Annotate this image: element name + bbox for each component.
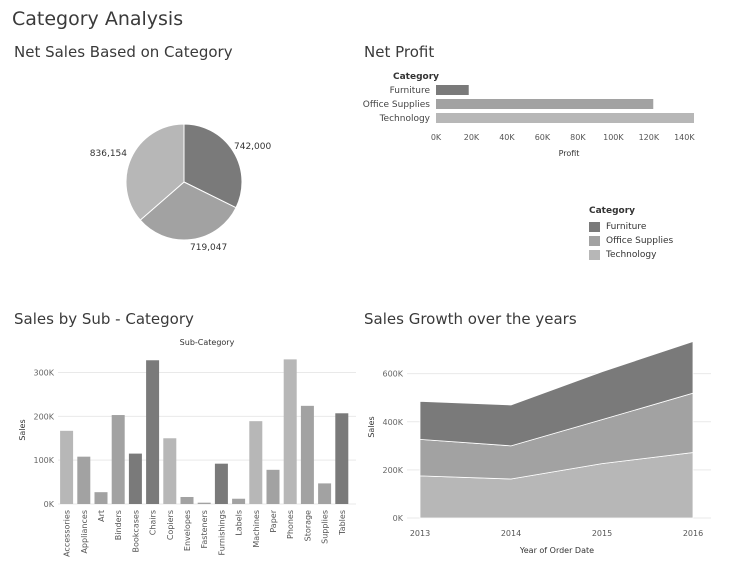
pie-slice-technology	[125, 123, 185, 221]
sub-x-tick-label: Storage	[303, 510, 312, 541]
sub-x-tick-label: Labels	[235, 510, 244, 536]
growth-y-axis-label: Sales	[367, 416, 376, 437]
legend-swatch	[589, 250, 600, 260]
growth-y-tick-label: 600K	[382, 370, 403, 379]
sub-x-tick-label: Paper	[269, 509, 278, 532]
legend-swatch	[589, 222, 600, 232]
profit-bar-technology	[436, 113, 694, 123]
sub-y-axis-label: Sales	[18, 419, 27, 440]
sales-growth-area-chart: 0K 200K 400K 600K Sales 2013 2014 2015 2016 Year …	[367, 340, 711, 555]
sub-x-tick-label: Art	[97, 510, 106, 522]
pie-slice-furniture	[183, 123, 243, 209]
sub-bar-appliances	[77, 456, 91, 504]
sub-x-tick-label: Appliances	[80, 510, 89, 554]
sub-y-tick-label: 0K	[44, 500, 55, 509]
growth-y-tick-label: 200K	[382, 466, 403, 475]
profit-category-label: Technology	[379, 114, 431, 124]
sub-x-tick-label: Machines	[252, 510, 261, 548]
dashboard-title: Category Analysis	[12, 8, 184, 30]
growth-area-furniture	[419, 340, 694, 447]
sub-bar-art	[94, 492, 108, 504]
sub-bar-machines	[249, 421, 263, 504]
legend-title: Category	[589, 206, 636, 216]
profit-x-tick-label: 60K	[535, 133, 551, 142]
sub-bar-labels	[232, 498, 246, 504]
sub-x-tick-label: Furnishings	[217, 510, 226, 555]
net-sales-title: Net Sales Based on Category	[14, 43, 233, 61]
legend-item-furniture[interactable]: Furniture	[589, 220, 673, 234]
sub-bar-binders	[111, 415, 125, 504]
sub-bar-furnishings	[214, 463, 228, 504]
pie-slice-label: 742,000	[234, 142, 271, 152]
profit-x-tick-label: 80K	[570, 133, 586, 142]
growth-y-tick-label: 400K	[382, 418, 403, 427]
sub-x-tick-label: Bookcases	[131, 510, 140, 552]
growth-x-tick-label: 2015	[592, 529, 612, 538]
growth-x-tick-label: 2013	[410, 529, 430, 538]
net-profit-title: Net Profit	[364, 43, 435, 61]
sub-category-bar-chart: Sub-Category 0K 100K 200K 300K Sales Accessori…	[18, 338, 356, 557]
sub-bar-supplies	[318, 483, 332, 504]
sub-bar-accessories	[60, 430, 74, 504]
legend-label: Technology	[606, 250, 657, 260]
pie-slice-label: 836,154	[90, 149, 127, 159]
sub-bar-storage	[300, 405, 314, 504]
sub-bar-envelopes	[180, 496, 194, 504]
sub-bar-chairs	[146, 360, 160, 504]
sub-bar-copiers	[163, 438, 177, 504]
sub-bar-bookcases	[128, 453, 142, 504]
profit-bar-office-supplies	[436, 99, 654, 109]
growth-x-axis-label: Year of Order Date	[519, 546, 594, 555]
sub-bar-fasteners	[197, 502, 211, 504]
profit-category-label: Office Supplies	[363, 100, 431, 110]
sub-x-tick-label: Accessories	[63, 510, 72, 557]
profit-x-tick-label: 0K	[431, 133, 442, 142]
sub-x-tick-label: Supplies	[321, 510, 330, 544]
sub-category-title: Sales by Sub - Category	[14, 310, 194, 328]
pie-slice-label: 719,047	[190, 243, 227, 253]
net-profit-bar-chart: Category Furniture Office Supplies Technolo…	[363, 72, 696, 158]
profit-x-tick-label: 140K	[674, 133, 695, 142]
sub-x-tick-label: Phones	[286, 510, 295, 539]
category-header: Category	[393, 72, 439, 82]
legend-swatch	[589, 236, 600, 246]
growth-x-tick-label: 2016	[683, 529, 703, 538]
profit-bar-furniture	[436, 85, 469, 95]
net-sales-pie-chart: 742,000 719,047 836,154	[90, 123, 271, 253]
sub-bar-paper	[266, 469, 280, 504]
sub-x-tick-label: Fasteners	[200, 510, 209, 548]
growth-x-tick-label: 2014	[501, 529, 521, 538]
sub-x-tick-label: Envelopes	[183, 510, 192, 551]
growth-y-tick-label: 0K	[393, 514, 404, 523]
profit-x-tick-label: 120K	[639, 133, 660, 142]
sub-x-tick-label: Binders	[114, 510, 123, 540]
legend-label: Office Supplies	[606, 236, 674, 246]
sub-x-tick-label: Tables	[338, 510, 347, 536]
growth-title: Sales Growth over the years	[364, 310, 577, 328]
pie-slice-office-supplies	[139, 181, 237, 241]
legend-label: Furniture	[606, 222, 647, 232]
legend-item-technology[interactable]: Technology	[589, 248, 673, 262]
profit-x-tick-label: 100K	[603, 133, 624, 142]
category-legend: Category Furniture Office Supplies Techn…	[589, 206, 673, 262]
sub-category-header: Sub-Category	[180, 338, 235, 347]
profit-x-axis-label: Profit	[559, 149, 580, 158]
sub-y-tick-label: 300K	[33, 369, 54, 378]
sub-x-tick-label: Chairs	[149, 510, 158, 535]
sub-bar-tables	[335, 413, 349, 504]
profit-x-tick-label: 20K	[464, 133, 480, 142]
profit-category-label: Furniture	[390, 86, 431, 96]
sub-y-tick-label: 200K	[33, 412, 54, 421]
sub-bar-phones	[283, 359, 297, 504]
legend-item-office-supplies[interactable]: Office Supplies	[589, 234, 673, 248]
sub-y-tick-label: 100K	[33, 456, 54, 465]
sub-x-tick-label: Copiers	[166, 510, 175, 540]
profit-x-tick-label: 40K	[499, 133, 515, 142]
